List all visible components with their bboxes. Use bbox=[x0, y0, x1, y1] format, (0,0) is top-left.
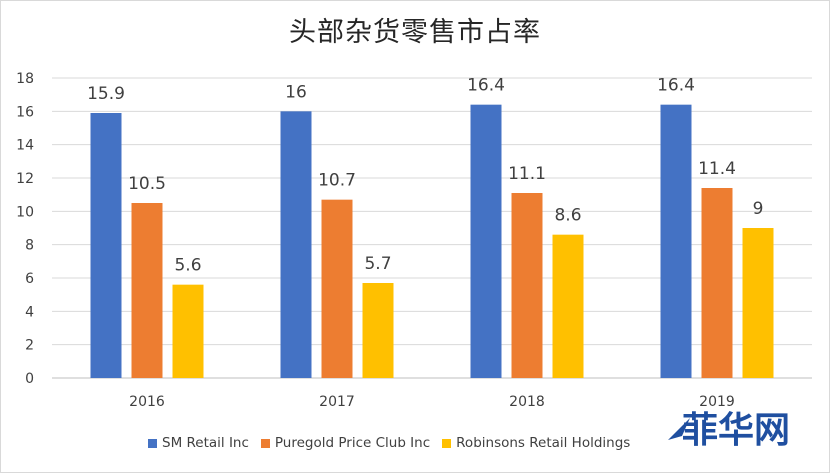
bar bbox=[280, 111, 312, 378]
bar bbox=[470, 104, 502, 379]
bar bbox=[552, 234, 584, 378]
watermark-mark bbox=[668, 418, 690, 440]
x-tick-label: 2019 bbox=[699, 394, 735, 410]
data-label: 5.6 bbox=[174, 256, 201, 276]
bar bbox=[172, 284, 204, 378]
legend-label-robinsons: Robinsons Retail Holdings bbox=[456, 435, 631, 451]
bar bbox=[131, 203, 163, 378]
data-label: 10.5 bbox=[128, 174, 166, 194]
data-label: 10.7 bbox=[318, 171, 356, 191]
bar bbox=[511, 193, 543, 378]
legend-swatch-robinsons bbox=[442, 438, 452, 448]
legend-label-puregold: Puregold Price Club Inc bbox=[274, 435, 431, 451]
legend-item-sm: SM Retail Inc bbox=[148, 435, 249, 451]
bar bbox=[701, 188, 733, 378]
y-tick-label: 16 bbox=[16, 104, 34, 120]
data-label: 16.4 bbox=[467, 76, 505, 96]
legend-swatch-puregold bbox=[260, 438, 270, 448]
data-label: 11.1 bbox=[508, 164, 546, 184]
legend-label-sm: SM Retail Inc bbox=[162, 435, 249, 451]
y-tick-label: 8 bbox=[25, 238, 34, 254]
legend-item-puregold: Puregold Price Club Inc bbox=[260, 435, 431, 451]
y-tick-label: 14 bbox=[16, 138, 34, 154]
data-label: 8.6 bbox=[554, 206, 581, 226]
bar bbox=[321, 199, 353, 378]
legend-swatch-sm bbox=[148, 438, 157, 448]
y-tick-label: 2 bbox=[25, 338, 34, 354]
y-tick-label: 10 bbox=[16, 204, 34, 220]
bar bbox=[742, 228, 774, 378]
legend-item-robinsons: Robinsons Retail Holdings bbox=[442, 435, 630, 451]
y-tick-label: 6 bbox=[25, 271, 34, 287]
chart-title: 头部杂货零售市占率 bbox=[289, 17, 541, 48]
data-label: 11.4 bbox=[698, 159, 736, 179]
data-label: 9 bbox=[753, 199, 764, 219]
bar bbox=[660, 104, 692, 379]
watermark-logo: 菲华网 bbox=[668, 410, 790, 451]
data-label: 16 bbox=[285, 82, 307, 102]
y-tick-label: 18 bbox=[16, 71, 34, 87]
x-tick-label: 2017 bbox=[319, 394, 355, 410]
x-tick-label: 2018 bbox=[509, 394, 545, 410]
watermark-text: 菲华网 bbox=[682, 410, 790, 451]
bar bbox=[362, 283, 394, 378]
legend: SM Retail Inc Puregold Price Club Inc Ro… bbox=[148, 433, 642, 453]
x-tick-label: 2016 bbox=[129, 394, 165, 410]
bar bbox=[90, 113, 122, 378]
data-label: 15.9 bbox=[87, 84, 125, 104]
data-label: 5.7 bbox=[364, 254, 391, 274]
data-label: 16.4 bbox=[657, 76, 695, 96]
y-tick-label: 0 bbox=[25, 371, 34, 387]
y-tick-label: 4 bbox=[25, 304, 34, 320]
y-tick-label: 12 bbox=[16, 171, 34, 187]
